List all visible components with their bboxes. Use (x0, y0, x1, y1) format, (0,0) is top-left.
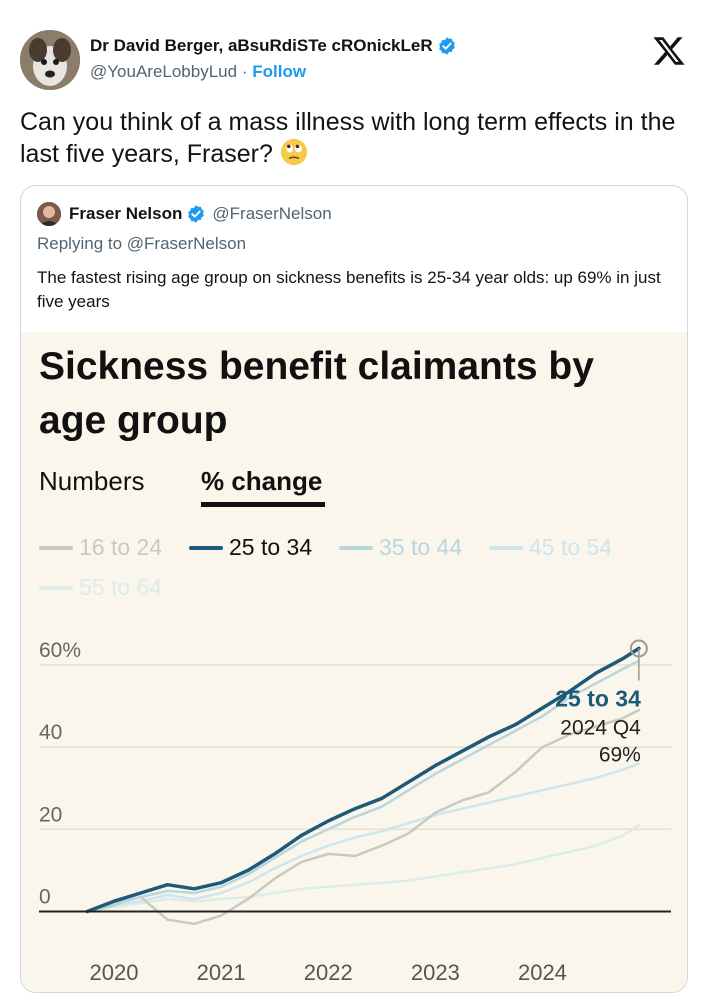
chart-title: Sickness benefit claimants by age group (39, 340, 669, 448)
legend-item-55-to-64: 55 to 64 (39, 574, 162, 601)
separator-dot: · (241, 62, 248, 81)
quoted-author-name[interactable]: Fraser Nelson (69, 204, 183, 223)
annotation-value: 69% (599, 743, 641, 766)
tab-percent-change: % change (201, 466, 323, 496)
chart-title-line-1: Sickness benefit claimants by (39, 345, 594, 388)
author-name[interactable]: Dr David Berger, aBsuRdiSTe cROnickLeR (90, 36, 433, 55)
legend-swatch (489, 545, 523, 550)
annotation-period: 2024 Q4 (560, 716, 641, 739)
legend-label: 25 to 34 (229, 534, 313, 560)
legend-item-45-to-54: 45 to 54 (489, 534, 612, 561)
legend-swatch (189, 545, 223, 550)
tab-numbers: Numbers (39, 466, 145, 496)
x-tick-label: 2024 (518, 960, 567, 985)
y-tick-label: 20 (39, 803, 62, 826)
author-avatar[interactable] (20, 30, 80, 90)
legend-label: 16 to 24 (79, 534, 163, 560)
follow-button[interactable]: Follow (252, 62, 307, 81)
chart-image: Sickness benefit claimants by age group … (21, 332, 687, 992)
chart-title-line-2: age group (39, 399, 228, 442)
legend-swatch (339, 545, 373, 550)
legend-item-25-to-34: 25 to 34 (189, 534, 312, 561)
verified-badge-icon (438, 37, 455, 55)
highlight-point-marker (629, 639, 648, 658)
legend-label: 55 to 64 (79, 574, 163, 600)
quoted-tweet-text: The fastest rising age group on sickness… (37, 268, 661, 311)
legend-swatch (39, 585, 73, 590)
series-line-45-to-54 (85, 762, 641, 913)
series-line-25-to-34 (85, 646, 641, 914)
annotation-series-label: 25 to 34 (555, 685, 641, 711)
legend-label: 35 to 44 (379, 534, 463, 560)
legend-item-35-to-44: 35 to 44 (339, 534, 462, 561)
x-tick-label: 2023 (411, 960, 460, 985)
legend-item-16-to-24: 16 to 24 (39, 534, 162, 561)
quoted-tweet-card[interactable]: Fraser Nelson @FraserNelson Replying to … (20, 185, 688, 993)
quoted-author-handle[interactable]: @FraserNelson (212, 204, 332, 223)
x-tick-label: 2022 (304, 960, 353, 985)
tweet-body: Can you think of a mass illness with lon… (20, 108, 676, 168)
legend-swatch (39, 545, 73, 550)
y-tick-label: 60% (39, 639, 81, 662)
active-tab-underline (201, 502, 325, 507)
author-handle[interactable]: @YouAreLobbyLud (90, 62, 238, 81)
verified-badge-icon (188, 205, 205, 223)
x-logo-icon[interactable] (652, 34, 686, 68)
tweet-text: Can you think of a mass illness with lon… (20, 106, 680, 170)
x-tick-label: 2021 (197, 960, 246, 985)
replying-to[interactable]: Replying to @FraserNelson (37, 234, 247, 253)
y-tick-label: 0 (39, 885, 51, 908)
y-tick-label: 40 (39, 721, 62, 744)
x-tick-label: 2020 (90, 960, 139, 985)
face-with-rolling-eyes-icon (280, 138, 307, 166)
series-line-55-to-64 (85, 823, 641, 913)
quoted-author-avatar (37, 202, 61, 226)
line-chart: 60% 40 20 0 2020 2021 2022 2023 2024 25 to 34 2024… (39, 639, 671, 985)
series-line-35-to-44 (85, 659, 641, 913)
legend-label: 45 to 54 (529, 534, 613, 560)
